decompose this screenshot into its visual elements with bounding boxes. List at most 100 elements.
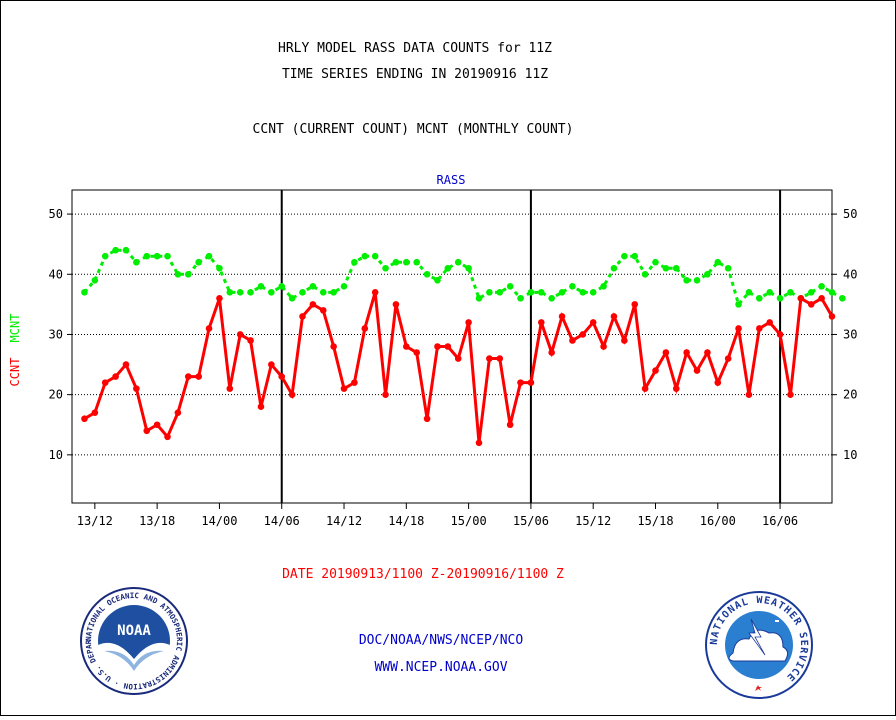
data-point-mcnt [351,258,358,266]
ytick-label-right: 50 [843,207,857,221]
xtick-label: 13/18 [139,514,175,528]
data-point-ccnt [216,295,223,302]
noaa-logo: NATIONAL OCEANIC AND ATMOSPHERIC ADMINIS… [80,587,188,695]
data-point-mcnt [299,289,306,296]
data-point-mcnt [766,289,774,296]
data-point-ccnt [81,415,88,423]
data-point-mcnt [756,295,763,302]
data-point-ccnt [288,391,296,398]
data-point-mcnt [382,264,389,272]
data-point-mcnt [600,283,607,290]
data-point-mcnt [91,276,99,284]
xtick-label: 13/12 [77,514,113,528]
ylabel-mcnt: MCNT [8,314,22,343]
data-point-ccnt [818,295,825,302]
data-point-ccnt [413,349,420,356]
ytick-label-left: 30 [49,327,63,341]
data-point-mcnt [724,264,732,272]
data-point-ccnt [205,325,213,332]
data-point-mcnt [496,289,504,296]
chart-title-line1: HRLY MODEL RASS DATA COUNTS for 11Z [278,41,552,56]
data-point-mcnt [548,295,555,302]
data-point-ccnt [558,313,566,320]
data-point-ccnt [693,367,701,374]
data-point-ccnt [444,343,452,350]
data-point-mcnt [153,252,161,260]
data-point-ccnt [589,319,597,326]
data-point-ccnt [569,337,576,344]
data-point-mcnt [195,258,202,266]
data-point-ccnt [309,301,317,308]
data-point-mcnt [787,289,794,296]
data-point-mcnt [81,289,88,296]
chart-subtitle: CCNT (CURRENT COUNT) MCNT (MONTHLY COUNT… [253,122,574,137]
data-point-ccnt [164,433,171,441]
data-point-ccnt [236,331,244,338]
data-point-mcnt [621,252,628,260]
data-point-mcnt [112,246,119,254]
data-point-ccnt [247,337,254,344]
data-point-mcnt [309,283,317,290]
data-point-mcnt [683,276,690,284]
ytick-label-right: 40 [843,267,857,281]
data-point-ccnt [548,349,555,356]
xtick-label: 15/18 [637,514,673,528]
date-range: DATE 20190913/1100 Z-20190916/1100 Z [282,567,564,582]
data-point-ccnt [745,391,753,398]
data-point-mcnt [589,289,597,296]
data-point-ccnt [735,325,742,332]
ytick-label-right: 20 [843,388,857,402]
plot-area [71,189,833,504]
data-point-ccnt [486,355,493,362]
data-point-mcnt [247,289,254,296]
org-line: DOC/NOAA/NWS/NCEP/NCO [359,633,524,648]
x-axis-ticks: 13/12 13/18 14/00 14/06 14/12 14/18 15/00 15/06… [77,503,798,528]
data-point-ccnt [371,289,379,296]
data-point-ccnt [319,307,327,314]
data-point-mcnt [475,295,483,302]
data-point-mcnt [558,289,566,296]
data-point-ccnt [195,373,202,380]
data-point-mcnt [828,289,836,296]
data-point-ccnt [101,379,109,386]
xtick-label: 15/06 [513,514,549,528]
data-point-ccnt [112,373,119,380]
day-boundary-lines [280,190,782,503]
xtick-label: 14/12 [326,514,362,528]
data-point-ccnt [403,343,410,350]
ytick-label-right: 30 [843,327,857,341]
data-point-ccnt [527,379,535,386]
data-point-mcnt [672,264,680,272]
y-axis-ticks: 10 10 20 20 30 30 40 40 50 50 [49,207,858,462]
data-point-ccnt [631,301,639,308]
xtick-label: 15/00 [451,514,487,528]
data-point-ccnt [621,337,628,344]
data-point-mcnt [133,258,140,266]
data-point-ccnt [226,385,234,392]
data-point-mcnt [101,252,109,260]
data-point-ccnt [672,385,680,392]
data-point-ccnt [133,385,140,392]
data-point-mcnt [403,258,410,266]
data-point-ccnt [278,373,286,380]
noaa-logo-text: NOAA [117,623,151,639]
data-point-ccnt [330,343,337,350]
data-point-mcnt [486,289,493,296]
data-point-mcnt [506,283,514,290]
data-point-ccnt [787,391,794,398]
data-point-mcnt [579,289,587,296]
data-point-mcnt [776,295,784,302]
data-point-ccnt [506,421,514,429]
data-point-mcnt [745,289,753,296]
data-point-mcnt [704,270,711,278]
data-point-ccnt [465,319,472,326]
data-point-mcnt [268,289,275,296]
data-point-mcnt [735,301,742,308]
data-point-ccnt [766,319,774,326]
data-point-ccnt [776,331,784,338]
data-point-mcnt [216,264,223,272]
data-point-mcnt [693,276,701,284]
data-point-mcnt [371,252,379,260]
